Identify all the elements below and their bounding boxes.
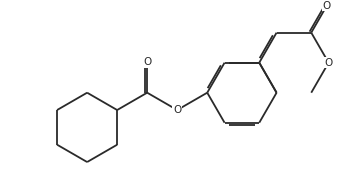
Text: O: O: [143, 57, 151, 67]
Text: O: O: [173, 105, 181, 115]
Text: O: O: [323, 1, 331, 11]
Text: O: O: [325, 58, 333, 68]
